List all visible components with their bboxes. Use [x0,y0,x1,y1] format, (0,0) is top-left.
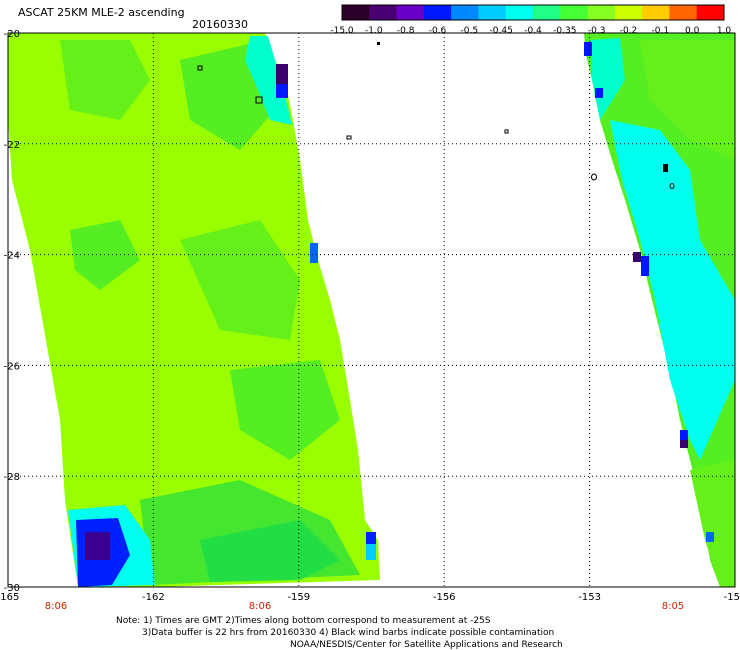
right-swath-blue-pixel [584,42,592,56]
left-swath-cyan-edge [245,36,292,125]
colorbar-tick-label: -1.0 [365,26,383,36]
left-swath-contamination-marker [255,96,263,104]
right-swath-contamination-marker [669,183,675,189]
colorbar-tick-label: -0.4 [524,26,542,36]
colorbar-swatch [396,5,425,20]
left-swath-green-patch [230,360,340,460]
right-swath-contamination-marker [663,164,668,172]
colorbar-swatch [533,5,561,20]
colorbar-frame [341,4,725,21]
colorbar-swatch [505,5,534,20]
colorbar-tick-label: -0.45 [490,26,513,36]
map-grid [8,33,735,587]
colorbar-tick-label: -0.35 [553,26,576,36]
right-swath-blue-pixel [680,430,688,440]
note-line-3: NOAA/NESDIS/Center for Satellite Applica… [290,640,563,650]
colorbar-swatch [369,5,398,20]
y-tick-label: -20 [4,29,20,40]
colorbar-tick-label: 0.0 [685,26,700,36]
right-swath-green-patch [640,40,735,160]
map-frame [7,32,736,588]
left-swath-cyan-pixel [366,544,376,560]
right-swath-cyan-patch [610,120,735,460]
right-swath [584,33,735,587]
right-swath-cyan-patch [590,38,625,120]
colorbar-tick-label: -0.3 [588,26,606,36]
colorbar-swatch [614,5,643,20]
colorbar-tick-label: 1.0 [717,26,732,36]
right-swath-blue-pixel [595,88,603,98]
left-swath-purple-blob [85,532,110,560]
left-swath-dark-pixel [276,64,288,84]
colorbar-tick-label: -0.1 [652,26,670,36]
left-swath-green-patch [200,520,340,582]
gap-marker [504,129,509,134]
right-swath-blue-pixel [641,256,649,276]
y-tick-label: -28 [4,472,20,483]
note-line-1: Note: 1) Times are GMT 2)Times along bot… [116,616,491,626]
left-swath-contamination-marker [197,65,203,71]
right-swath-blue-pixel [706,532,714,542]
right-swath-dark-pixel [633,252,641,262]
colorbar-tick-label: -15.0 [330,26,354,36]
pass-time-label: 8:06 [45,601,67,612]
left-swath-blue-pixel [276,84,288,98]
colorbar-swatch [342,5,370,20]
colorbar-swatch [478,5,507,20]
colorbar-swatch [642,5,670,20]
y-axis-labels: -20 -22 -24 -26 -28 -30 [4,29,20,594]
y-tick-label: -22 [4,140,20,151]
colorbar-swatch [451,5,479,20]
map-title: ASCAT 25KM MLE-2 ascending [18,6,185,19]
x-tick-label: -156 [433,592,456,603]
y-tick-label: -26 [4,361,20,372]
x-tick-label: -162 [142,592,165,603]
right-swath-dark-pixel [680,440,688,448]
colorbar-swatch [423,5,452,20]
x-axis-labels: -165 -162 -159 -156 -153 -150 [0,592,740,603]
pass-time-labels: 8:06 8:06 8:05 [45,601,684,612]
colorbar-tick-label: -0.8 [397,26,415,36]
colorbar-swatch [587,5,616,20]
gap-marker [377,42,380,45]
x-tick-label: -165 [0,592,19,603]
pass-time-label: 8:06 [249,601,271,612]
colorbar-tick-label: -0.5 [461,26,479,36]
left-swath-blue-pixel [310,243,318,263]
note-line-2: 3)Data buffer is 22 hrs from 20160330 4)… [142,628,555,638]
colorbar-tick-label: -0.2 [620,26,638,36]
right-swath-contamination-marker [591,173,597,181]
x-tick-label: -153 [578,592,601,603]
colorbar-labels: -15.0 -1.0 -0.8 -0.6 -0.5 -0.45 -0.4 -0.35 -0.3 -… [330,26,731,36]
colorbar-swatch [560,5,589,20]
x-tick-label: -159 [287,592,310,603]
gap-marker [346,135,352,140]
colorbar [341,4,725,21]
left-swath-green-patch [180,220,300,340]
y-tick-label: -30 [4,583,20,594]
left-swath-blue-pixel [366,532,376,544]
left-swath [8,33,380,587]
x-tick-label: -150 [724,592,740,603]
colorbar-tick-label: -0.6 [429,26,447,36]
map-date: 20160330 [192,18,248,31]
colorbar-swatch [696,5,725,20]
pass-time-label: 8:05 [662,601,684,612]
right-swath-green-patch [690,460,735,587]
left-swath-green-patch [60,40,150,120]
colorbar-swatch [669,5,698,20]
y-tick-label: -24 [4,251,20,262]
